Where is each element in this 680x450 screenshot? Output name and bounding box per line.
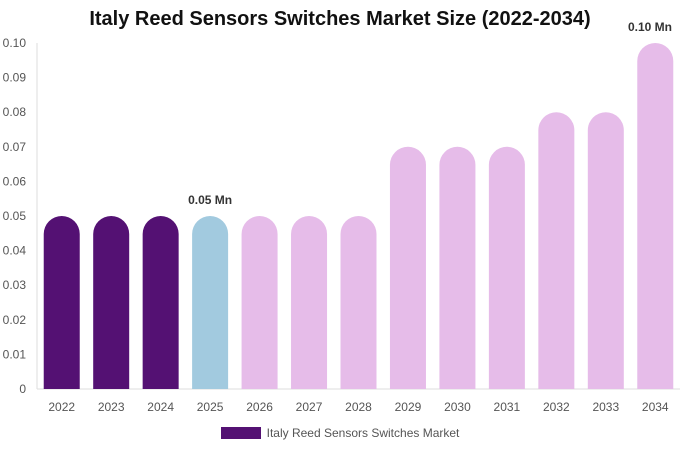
y-tick-label: 0.01 bbox=[3, 347, 27, 361]
bar-2024 bbox=[142, 216, 179, 389]
x-tick-label: 2025 bbox=[197, 400, 224, 414]
x-tick-label: 2032 bbox=[543, 400, 570, 414]
legend-swatch bbox=[220, 427, 261, 439]
y-tick-label: 0.09 bbox=[3, 71, 27, 85]
bar-2034 bbox=[637, 43, 674, 389]
bar-2029 bbox=[389, 146, 426, 389]
bar-2033 bbox=[587, 112, 624, 389]
x-tick-label: 2023 bbox=[98, 400, 125, 414]
y-tick-label: 0 bbox=[19, 382, 26, 396]
data-label: 0.05 Mn bbox=[188, 193, 232, 207]
data-label: 0.10 Mn bbox=[628, 20, 672, 34]
y-tick-label: 0.10 bbox=[3, 36, 27, 50]
bar-2028 bbox=[340, 216, 377, 389]
bar-2026 bbox=[241, 216, 278, 389]
x-tick-label: 2026 bbox=[246, 400, 273, 414]
bar-2031 bbox=[488, 146, 525, 389]
x-tick-label: 2034 bbox=[642, 400, 669, 414]
bar-2030 bbox=[439, 146, 476, 389]
y-tick-label: 0.02 bbox=[3, 313, 27, 327]
x-tick-label: 2022 bbox=[48, 400, 75, 414]
x-tick-label: 2027 bbox=[296, 400, 323, 414]
bar-2022 bbox=[43, 216, 80, 389]
x-tick-label: 2033 bbox=[592, 400, 619, 414]
x-tick-label: 2029 bbox=[395, 400, 422, 414]
y-tick-label: 0.06 bbox=[3, 174, 27, 188]
legend: Italy Reed Sensors Switches Market bbox=[0, 426, 680, 440]
bar-2032 bbox=[538, 112, 575, 389]
y-tick-label: 0.05 bbox=[3, 209, 27, 223]
x-tick-label: 2030 bbox=[444, 400, 471, 414]
x-tick-label: 2024 bbox=[147, 400, 174, 414]
y-tick-label: 0.03 bbox=[3, 278, 27, 292]
y-tick-label: 0.08 bbox=[3, 105, 27, 119]
y-tick-label: 0.04 bbox=[3, 244, 27, 258]
bar-2027 bbox=[291, 216, 328, 389]
x-tick-label: 2028 bbox=[345, 400, 372, 414]
y-tick-label: 0.07 bbox=[3, 140, 27, 154]
x-tick-label: 2031 bbox=[494, 400, 521, 414]
chart-title: Italy Reed Sensors Switches Market Size … bbox=[89, 8, 591, 30]
bar-2023 bbox=[93, 216, 130, 389]
legend-label: Italy Reed Sensors Switches Market bbox=[266, 426, 460, 440]
bar-2025 bbox=[192, 216, 229, 389]
